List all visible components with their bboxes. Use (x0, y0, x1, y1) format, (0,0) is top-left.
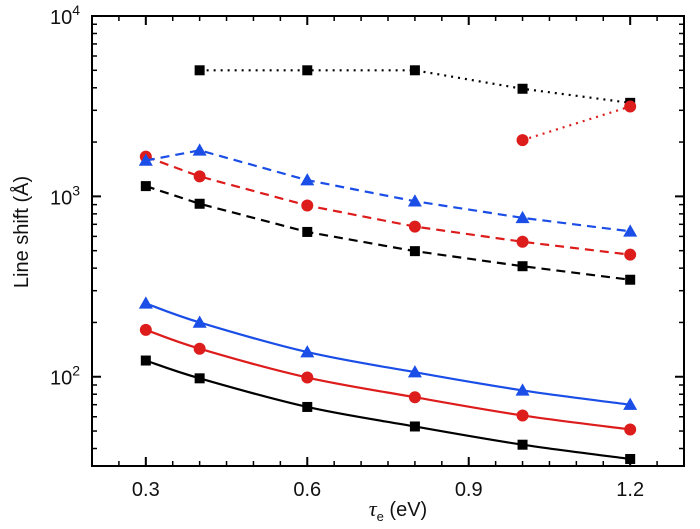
series-line-dashed (145, 155, 631, 256)
data-point-circle (139, 323, 152, 336)
data-point-square (140, 181, 151, 192)
x-tick-label: 1.2 (616, 479, 644, 501)
data-point-triangle (138, 153, 153, 166)
data-point-triangle (623, 397, 638, 410)
data-point-circle (301, 371, 314, 384)
y-axis-label: Line shift (Å) (10, 176, 33, 288)
data-point-triangle (407, 365, 422, 378)
data-point-triangle (623, 224, 638, 237)
data-point-triangle (407, 194, 422, 207)
data-point-triangle (138, 296, 153, 309)
data-point-square (302, 401, 313, 412)
data-point-square (517, 261, 528, 272)
data-point-circle (408, 391, 421, 404)
data-point-circle (516, 134, 529, 147)
data-point-triangle (300, 345, 315, 358)
data-point-triangle (192, 143, 207, 156)
data-point-square (517, 83, 528, 94)
data-point-circle (516, 235, 529, 248)
data-point-triangle (515, 210, 530, 224)
series-line-dotted (522, 105, 631, 142)
series-line-dashed (145, 149, 631, 233)
data-point-square (302, 226, 313, 237)
data-point-circle (193, 342, 206, 355)
data-point-square (194, 198, 205, 209)
x-axis-label: τe (eV) (369, 496, 427, 524)
x-tick-label: 0.3 (132, 479, 160, 501)
x-axis-label-variable: τ (369, 496, 378, 521)
data-point-circle (516, 409, 529, 422)
data-point-square (517, 439, 528, 450)
x-tick-label: 0.6 (293, 479, 321, 501)
y-tick-label: 104 (50, 2, 80, 29)
series-line-solid (145, 359, 631, 461)
data-point-square (302, 65, 313, 76)
data-point-triangle (515, 383, 530, 396)
data-point-circle (301, 199, 314, 212)
data-point-circle (624, 100, 637, 113)
data-point-square (409, 421, 420, 432)
data-point-circle (624, 423, 637, 436)
data-point-square (194, 65, 205, 76)
y-tick-label: 102 (50, 363, 80, 390)
data-point-square (194, 373, 205, 384)
data-point-square (409, 246, 420, 257)
x-axis-label-unit: (eV) (384, 499, 427, 521)
plot-frame (91, 15, 685, 467)
series-line-dotted (199, 69, 631, 104)
ticks-layer: 0.3 0.6 0.9 1.2 102 103 104 (50, 2, 684, 501)
series-line-dashed (145, 185, 631, 281)
series-layer (138, 65, 638, 464)
y-tick-label: 103 (50, 182, 80, 209)
data-point-triangle (300, 173, 315, 186)
series-line-solid (145, 328, 631, 431)
data-point-square (625, 274, 636, 285)
data-point-square (140, 355, 151, 366)
data-point-triangle (192, 315, 207, 328)
data-point-square (409, 65, 420, 76)
data-point-circle (624, 248, 637, 261)
x-tick-label: 0.9 (455, 479, 483, 501)
data-point-circle (193, 170, 206, 183)
data-point-circle (408, 220, 421, 233)
x-axis-label-subscript: e (377, 509, 384, 524)
